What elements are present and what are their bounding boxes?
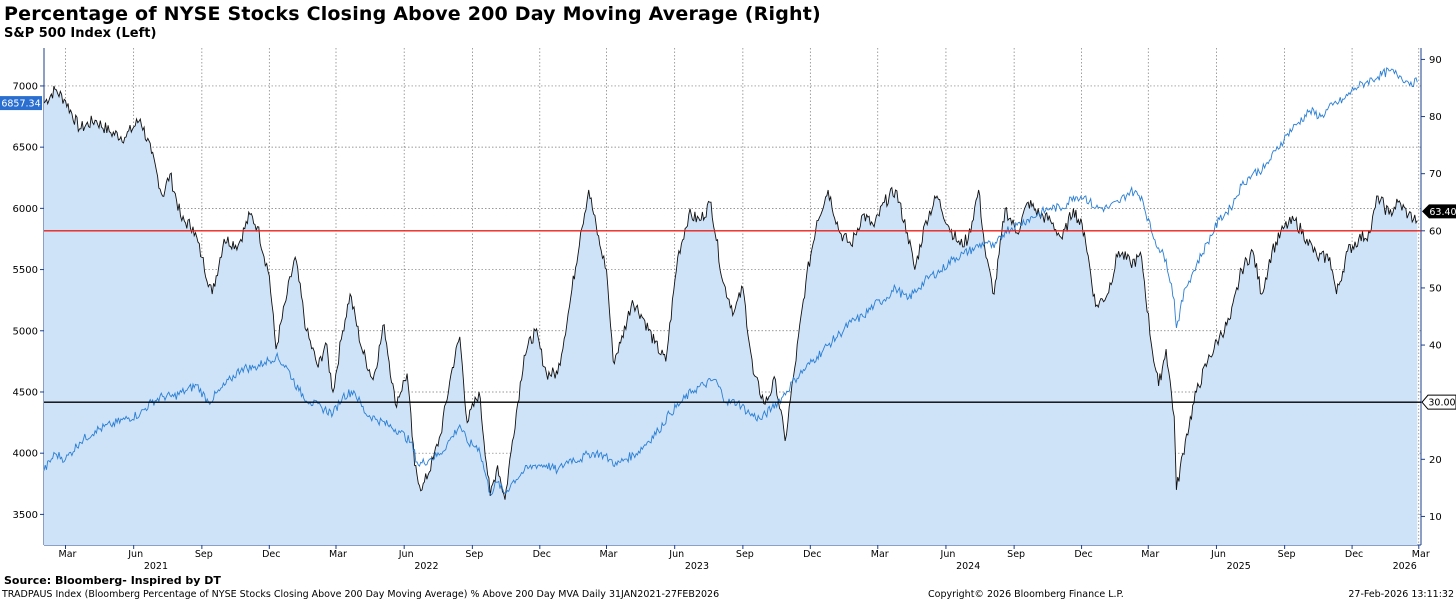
footer-description: TRADPAUS Index (Bloomberg Percentage of …: [2, 589, 720, 600]
x-tick-label: Mar: [59, 549, 77, 560]
x-tick-label: Mar: [1141, 549, 1159, 560]
spx-line: [43, 85, 1418, 500]
x-tick-label: Mar: [600, 549, 618, 560]
x-tick-label: Mar: [871, 549, 889, 560]
left-tick-label: 5500: [13, 265, 38, 276]
x-tick-label: Jun: [127, 549, 143, 560]
left-tick-label: 6500: [13, 143, 38, 154]
x-tick-label: Sep: [736, 549, 754, 560]
right-value-badge-label: 63.40: [1429, 207, 1456, 218]
footer-copyright: Copyright© 2026 Bloomberg Finance L.P.: [928, 589, 1124, 600]
right-tick-label: 40: [1429, 341, 1442, 352]
left-tick-label: 7000: [13, 81, 38, 92]
chart-subtitle: S&P 500 Index (Left): [4, 26, 157, 41]
x-year-label: 2022: [414, 561, 438, 572]
x-tick-label: Sep: [195, 549, 213, 560]
x-tick-label: Dec: [533, 549, 551, 560]
lower-reference-badge-label: 30.00: [1428, 398, 1455, 409]
spx-area-fill: [44, 86, 1418, 545]
x-tick-label: Dec: [262, 549, 280, 560]
right-tick-label: 70: [1429, 169, 1442, 180]
lower-reference-badge: [1421, 394, 1456, 410]
right-tick-label: 20: [1429, 455, 1442, 466]
x-year-label: 2025: [1227, 561, 1251, 572]
x-year-label: 2026: [1393, 561, 1417, 572]
x-tick-label: Jun: [398, 549, 414, 560]
right-tick-label: 60: [1429, 226, 1442, 237]
chart-plot: 3500400045005000550060006500700010203040…: [0, 48, 1456, 572]
left-value-badge-label: 6857.34: [1, 99, 40, 110]
series-layer: [43, 67, 1421, 545]
x-year-label: 2023: [685, 561, 709, 572]
x-tick-label: Sep: [1278, 549, 1296, 560]
x-tick-label: Dec: [1345, 549, 1363, 560]
x-tick-label: Sep: [1007, 549, 1025, 560]
left-value-badge: [0, 96, 42, 111]
x-tick-label: Jun: [1210, 549, 1226, 560]
x-year-label: 2024: [956, 561, 980, 572]
right-tick-label: 90: [1429, 55, 1442, 66]
source-note: Source: Bloomberg- Inspired by DT: [4, 574, 221, 587]
left-tick-label: 4000: [13, 449, 38, 460]
right-tick-label: 10: [1429, 512, 1442, 523]
x-tick-label: Jun: [668, 549, 684, 560]
left-tick-label: 4500: [13, 387, 38, 398]
x-tick-label: Sep: [465, 549, 483, 560]
right-tick-label: 50: [1429, 283, 1442, 294]
right-tick-label: 80: [1429, 112, 1442, 123]
x-tick-label: Dec: [1074, 549, 1092, 560]
left-tick-label: 6000: [13, 204, 38, 215]
right-value-badge: [1422, 204, 1456, 219]
x-year-label: 2021: [144, 561, 168, 572]
left-tick-label: 3500: [13, 510, 38, 521]
x-tick-label: Dec: [803, 549, 821, 560]
x-tick-label: Jun: [940, 549, 956, 560]
x-tick-label: Mar: [1412, 549, 1430, 560]
chart-title: Percentage of NYSE Stocks Closing Above …: [4, 3, 821, 25]
left-tick-label: 5000: [13, 326, 38, 337]
pct-above-200dma-line: [43, 67, 1418, 496]
x-tick-label: Mar: [329, 549, 347, 560]
footer-timestamp: 27-Feb-2026 13:11:32: [1348, 589, 1454, 600]
